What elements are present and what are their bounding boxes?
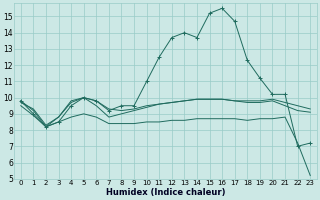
X-axis label: Humidex (Indice chaleur): Humidex (Indice chaleur): [106, 188, 225, 197]
